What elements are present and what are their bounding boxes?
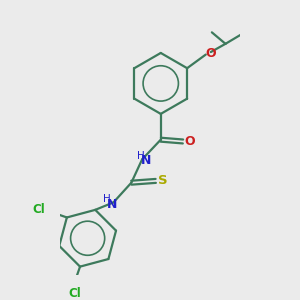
Text: O: O	[205, 47, 216, 60]
Text: Cl: Cl	[32, 203, 45, 216]
Text: S: S	[158, 174, 168, 188]
Text: N: N	[140, 154, 151, 167]
Text: N: N	[107, 198, 117, 211]
Text: H: H	[137, 151, 145, 161]
Text: O: O	[185, 135, 196, 148]
Text: Cl: Cl	[69, 287, 81, 300]
Text: H: H	[103, 194, 111, 204]
